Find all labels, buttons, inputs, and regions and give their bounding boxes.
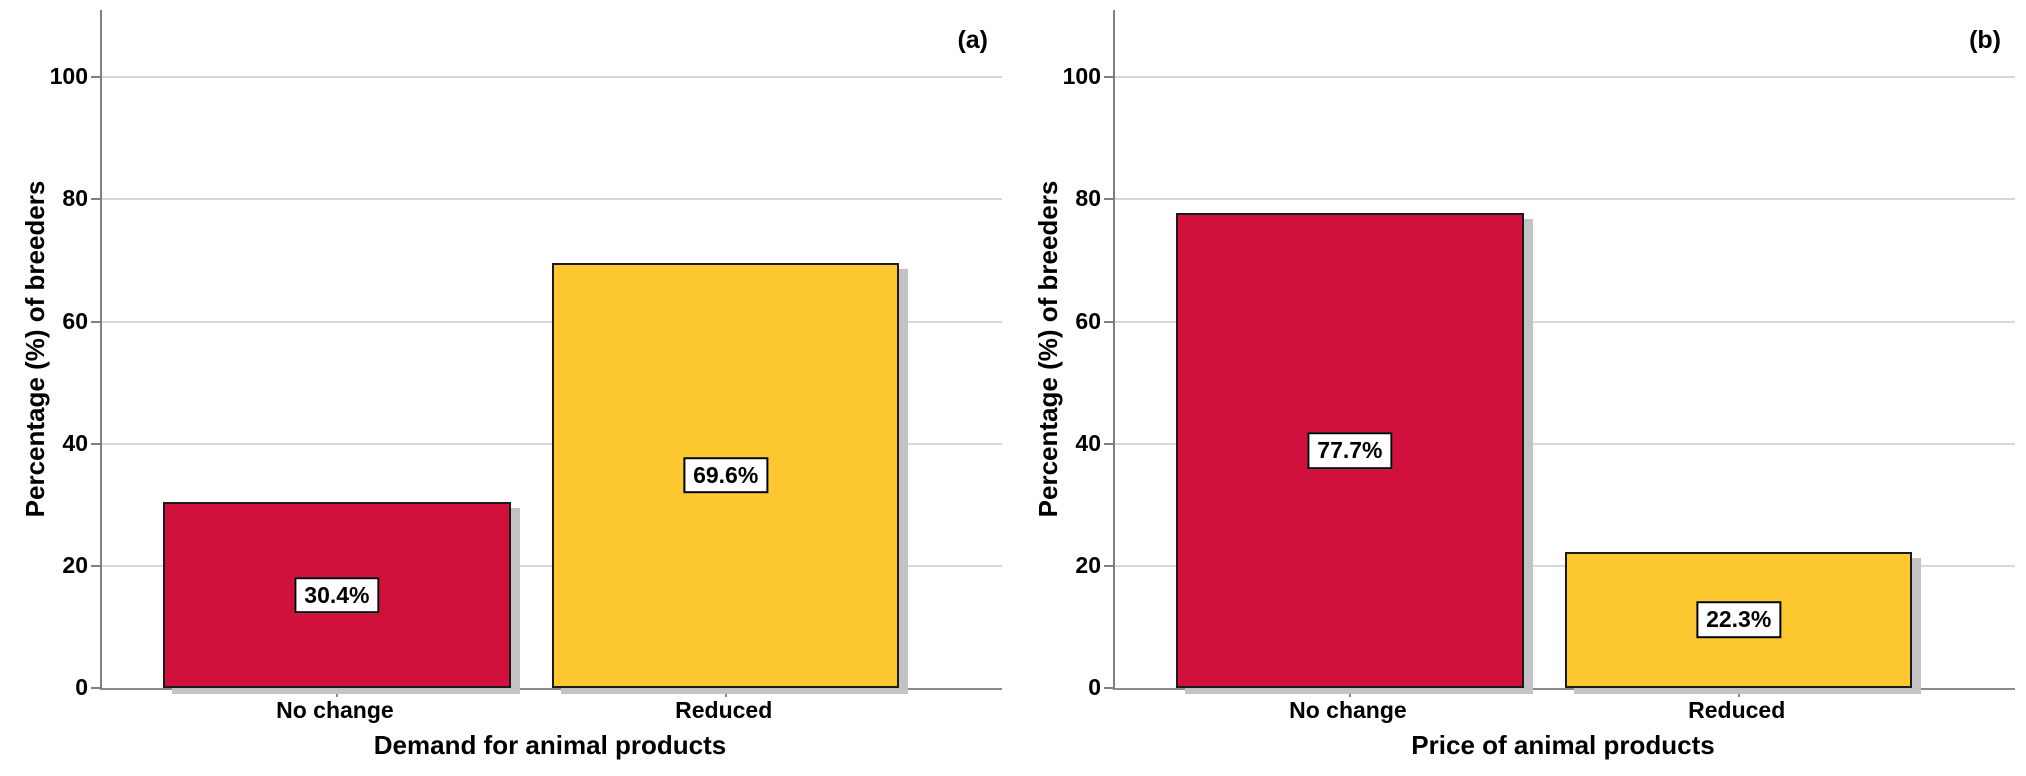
y-tick-label-100: 100 [49,63,88,90]
gridline-80 [102,198,1002,201]
x-axis-title: Price of animal products [1411,730,1715,760]
category-label-reduced: Reduced [1688,697,1786,723]
x-axis-title: Demand for animal products [373,730,727,760]
y-tick-label-20: 20 [62,551,88,578]
y-tick-label-60: 60 [1075,307,1101,334]
y-tick-label-0: 0 [1088,674,1101,700]
y-tick-mark-60 [91,320,100,323]
y-tick-label-80: 80 [1075,185,1101,212]
y-tick-labels: 0 20 40 60 80 100 [1013,10,1101,699]
y-tick-mark-40 [1104,442,1113,445]
panel-letter: (b) [1969,26,2001,54]
y-tick-label-40: 40 [62,429,88,456]
category-label-reduced: Reduced [675,697,773,723]
x-tick-labels: No change Reduced [1013,697,2026,727]
chart-panel-b: Percentage (%) of breeders 0 20 40 60 80 100 … [1013,0,2026,776]
y-tick-label-60: 60 [62,307,88,334]
gridline-60 [1115,320,2015,323]
panel-letter: (a) [957,26,988,54]
y-tick-mark-80 [91,198,100,201]
y-tick-mark-100 [1104,76,1113,79]
plot-area: (a) 30.4% 69.6% [91,10,1002,697]
y-tick-label-80: 80 [62,185,88,212]
gridline-80 [1115,198,2015,201]
y-tick-mark-0 [1104,687,1113,689]
y-tick-mark-100 [91,76,100,79]
chart-panel-a: Percentage (%) of breeders 0 20 40 60 80 100 … [0,10,1013,760]
y-tick-labels: 0 20 40 60 80 100 [0,10,88,699]
value-label-no-change: 77.7% [1307,432,1393,469]
value-label-reduced: 69.6% [683,457,769,494]
y-tick-mark-80 [1104,198,1113,201]
y-tick-label-20: 20 [1075,551,1101,578]
y-tick-label-100: 100 [1062,63,1101,90]
y-tick-mark-20 [1104,564,1113,567]
x-tick-mark-no-change [1348,690,1351,697]
x-tick-mark-reduced [1737,690,1740,697]
y-tick-mark-0 [91,687,100,689]
category-label-no-change: No change [276,697,394,723]
value-label-no-change: 30.4% [294,576,380,614]
x-tick-mark-reduced [724,690,727,697]
gridline-40 [1115,442,2015,445]
y-tick-label-0: 0 [75,674,88,700]
category-label-no-change: No change [1289,697,1407,723]
y-tick-mark-20 [91,564,100,567]
gridline-100 [102,76,1002,79]
y-tick-mark-60 [1104,320,1113,323]
x-tick-labels: No change Reduced [0,697,1013,727]
gridline-100 [1115,76,2015,79]
y-tick-label-40: 40 [1075,429,1101,456]
y-tick-mark-40 [91,442,100,445]
x-tick-mark-no-change [335,690,338,697]
value-label-reduced: 22.3% [1696,601,1782,639]
plot-area: (b) 77.7% 22.3% [1104,10,2015,697]
